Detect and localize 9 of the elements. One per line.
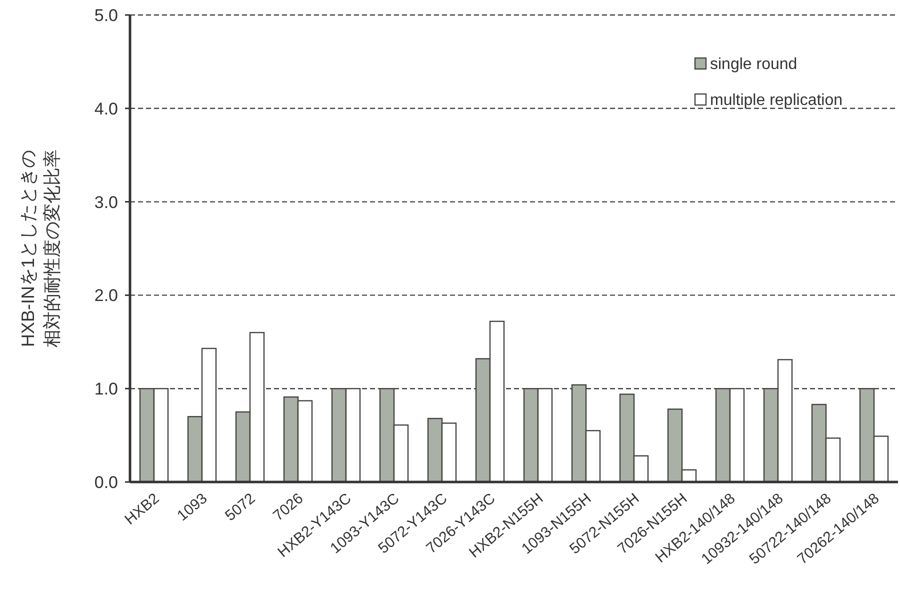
y-tick-label: 5.0	[94, 6, 118, 25]
y-tick-label: 4.0	[94, 99, 118, 118]
legend-label: single round	[710, 56, 798, 73]
y-tick-label: 1.0	[94, 380, 118, 399]
y-tick-label: 3.0	[94, 192, 118, 212]
legend-label: multiple replication	[710, 92, 843, 109]
y-tick-label: 2.0	[94, 286, 118, 306]
y-tick-label: 0.0	[94, 473, 118, 492]
y-axis-title: HXB-INを1としたときの相対的耐性度の変化比率	[18, 150, 62, 348]
